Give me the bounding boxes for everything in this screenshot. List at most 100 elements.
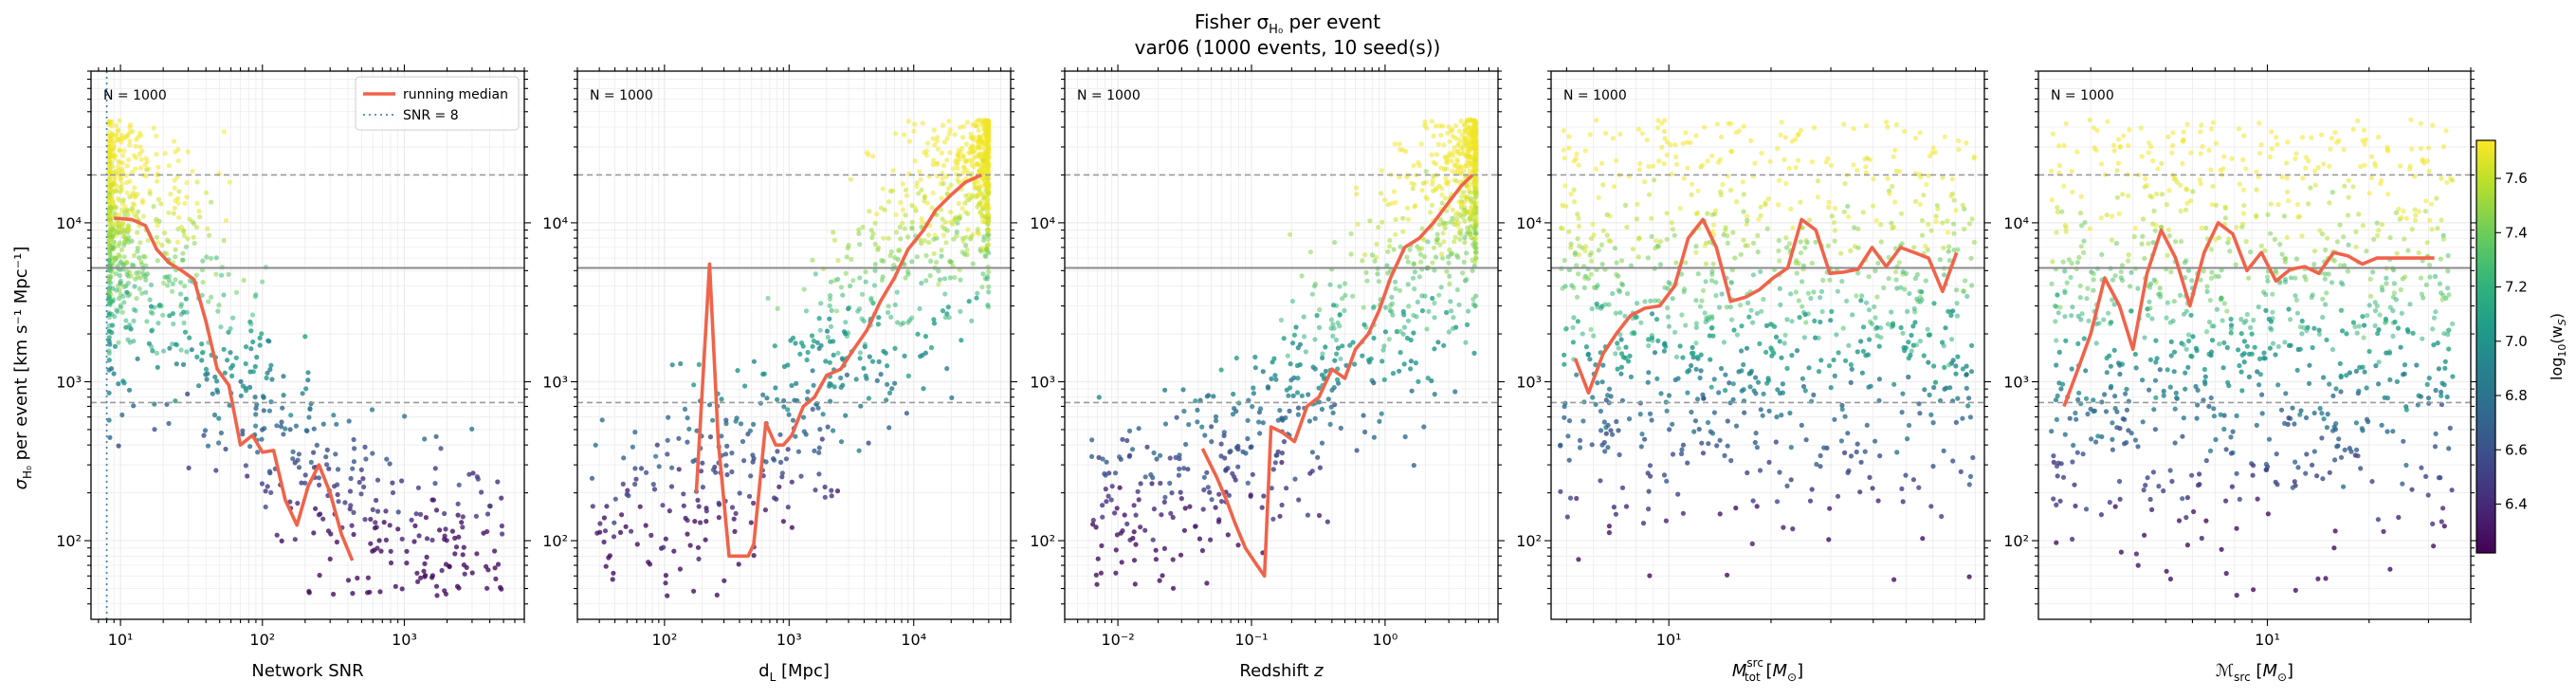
y-axis-label-tail: per event [km s⁻¹ Mpc⁻¹] — [11, 247, 31, 466]
scatter-point — [1917, 130, 1923, 136]
scatter-point — [886, 390, 893, 395]
scatter-point — [903, 212, 908, 218]
scatter-point — [781, 397, 787, 404]
scatter-point — [915, 331, 921, 337]
scatter-point — [264, 375, 269, 381]
scatter-point — [1466, 118, 1472, 123]
scatter-point — [253, 292, 259, 298]
scatter-point — [1380, 347, 1386, 353]
scatter-point — [203, 366, 210, 372]
scatter-point — [2198, 181, 2203, 187]
scatter-point — [456, 482, 462, 487]
scatter-point — [1424, 196, 1430, 202]
scatter-point — [1757, 340, 1763, 346]
scatter-point — [106, 293, 112, 299]
scatter-point — [106, 348, 112, 354]
scatter-point — [1777, 258, 1782, 264]
scatter-point — [762, 507, 769, 513]
scatter-point — [2438, 256, 2443, 262]
scatter-point — [1412, 286, 1417, 292]
scatter-point — [137, 286, 142, 292]
scatter-point — [383, 508, 389, 514]
scatter-point — [763, 459, 769, 465]
scatter-point — [1711, 212, 1718, 217]
scatter-point — [803, 308, 810, 314]
scatter-point — [1295, 412, 1301, 417]
scatter-point — [1693, 366, 1699, 372]
scatter-point — [952, 275, 958, 281]
scatter-point — [975, 138, 980, 144]
scatter-point — [266, 339, 272, 344]
scatter-point — [1421, 424, 1427, 430]
scatter-point — [1408, 366, 1414, 372]
scatter-point — [1340, 296, 1345, 302]
scatter-point — [1784, 483, 1790, 488]
scatter-point — [944, 136, 950, 141]
scatter-point — [1728, 120, 1734, 127]
scatter-point — [748, 473, 754, 479]
scatter-point — [334, 539, 339, 545]
x-axis-label-snr: Network SNR — [251, 661, 363, 681]
scatter-point — [786, 412, 792, 417]
scatter-point — [815, 405, 821, 411]
scatter-point — [1815, 178, 1821, 184]
scatter-point — [1843, 358, 1849, 363]
scatter-point — [1260, 369, 1266, 375]
scatter-point — [1464, 153, 1470, 158]
scatter-point — [2362, 162, 2367, 168]
scatter-point — [980, 219, 986, 225]
scatter-point — [912, 121, 918, 127]
scatter-point — [1089, 437, 1095, 443]
scatter-point — [1668, 142, 1673, 148]
scatter-point — [669, 465, 675, 470]
scatter-point — [1442, 195, 1449, 201]
scatter-point — [663, 580, 668, 586]
scatter-point — [1874, 294, 1880, 300]
scatter-point — [986, 289, 992, 295]
scatter-point — [1803, 437, 1809, 443]
scatter-point — [1464, 136, 1470, 141]
scatter-point — [1873, 267, 1878, 274]
scatter-point — [1133, 512, 1139, 518]
scatter-point — [110, 227, 116, 232]
scatter-point — [363, 456, 369, 462]
running-median-line — [1573, 217, 1959, 395]
scatter-point — [1835, 288, 1840, 294]
scatter-point — [1312, 281, 1319, 286]
scatter-point — [1572, 251, 1578, 257]
scatter-point — [1669, 220, 1674, 226]
scatter-point — [1320, 351, 1325, 357]
scatter-point — [484, 585, 490, 591]
scatter-point — [119, 247, 125, 253]
scatter-point — [370, 451, 375, 456]
scatter-point — [1784, 317, 1790, 322]
scatter-point — [1426, 308, 1432, 314]
scatter-point — [1725, 443, 1730, 449]
scatter-point — [886, 309, 891, 316]
scatter-point — [2239, 352, 2245, 358]
scatter-point — [108, 140, 114, 146]
scatter-point — [905, 268, 911, 275]
scatter-point — [1889, 309, 1894, 315]
scatter-point — [1434, 231, 1440, 237]
scatter-point — [1287, 231, 1293, 237]
scatter-point — [1381, 197, 1388, 203]
scatter-point — [1838, 250, 1844, 256]
scatter-point — [865, 150, 870, 156]
x-axis-label-part: M — [1732, 661, 1747, 681]
scatter-point — [1717, 437, 1723, 443]
scatter-point — [199, 341, 205, 347]
scatter-point — [125, 280, 131, 285]
scatter-point — [666, 414, 671, 420]
scatter-point — [665, 451, 670, 457]
scatter-point — [878, 205, 885, 211]
scatter-point — [698, 469, 704, 474]
scatter-point — [2207, 448, 2214, 453]
scatter-point — [934, 138, 941, 144]
scatter-point — [1928, 228, 1934, 233]
scatter-point — [1613, 310, 1618, 316]
scatter-point — [1655, 125, 1661, 131]
scatter-point — [1430, 177, 1435, 183]
scatter-point — [979, 204, 986, 210]
scatter-point — [798, 340, 805, 346]
